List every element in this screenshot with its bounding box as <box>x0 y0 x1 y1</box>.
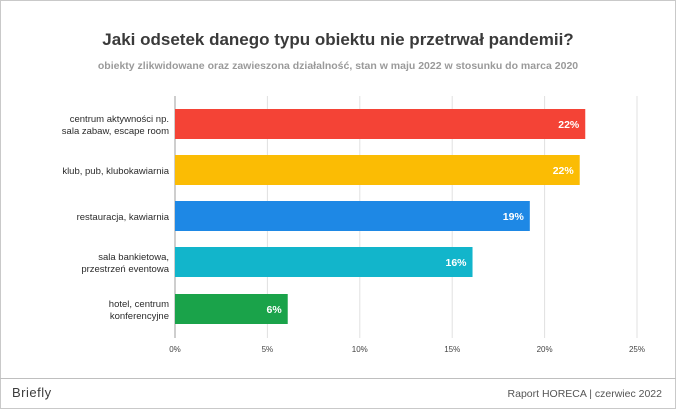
brand-logo: Briefly <box>12 385 52 400</box>
category-label: sala bankietowa, przestrzeń eventowa <box>81 252 169 275</box>
category-label: hotel, centrum konferencyjne <box>109 299 169 322</box>
footer-divider <box>0 378 676 379</box>
bar-value-label: 22% <box>558 119 580 131</box>
category-labels: centrum aktywności np. sala zabaw, escape… <box>62 114 170 322</box>
bars <box>175 109 586 324</box>
bar-value-label: 22% <box>553 165 575 177</box>
bar-value-label: 16% <box>446 257 468 269</box>
bar <box>175 155 580 185</box>
x-tick-labels: 0% 5% 10% 15% 20% 25% <box>169 345 645 354</box>
bar <box>175 201 530 231</box>
chart-subtitle: obiekty zlikwidowane oraz zawieszona dzi… <box>97 60 579 72</box>
category-label: centrum aktywności np. sala zabaw, escape… <box>62 114 169 137</box>
x-tick-label: 15% <box>444 345 460 354</box>
bar <box>175 247 473 277</box>
x-tick-label: 0% <box>169 345 181 354</box>
x-tick-label: 10% <box>352 345 368 354</box>
chart-title: Jaki odsetek danego typu obiektu nie prz… <box>102 30 574 49</box>
bar <box>175 109 586 139</box>
x-tick-label: 20% <box>537 345 553 354</box>
value-labels: 22% 22% 19% 16% 6% <box>267 119 580 316</box>
x-tick-label: 5% <box>262 345 274 354</box>
category-label: klub, pub, klubokawiarnia <box>62 166 169 177</box>
bar-value-label: 6% <box>267 304 283 316</box>
x-tick-label: 25% <box>629 345 645 354</box>
bar-value-label: 19% <box>503 211 525 223</box>
category-label: restauracja, kawiarnia <box>77 212 170 223</box>
source-note: Raport HORECA | czerwiec 2022 <box>507 388 662 400</box>
bar <box>175 294 288 324</box>
